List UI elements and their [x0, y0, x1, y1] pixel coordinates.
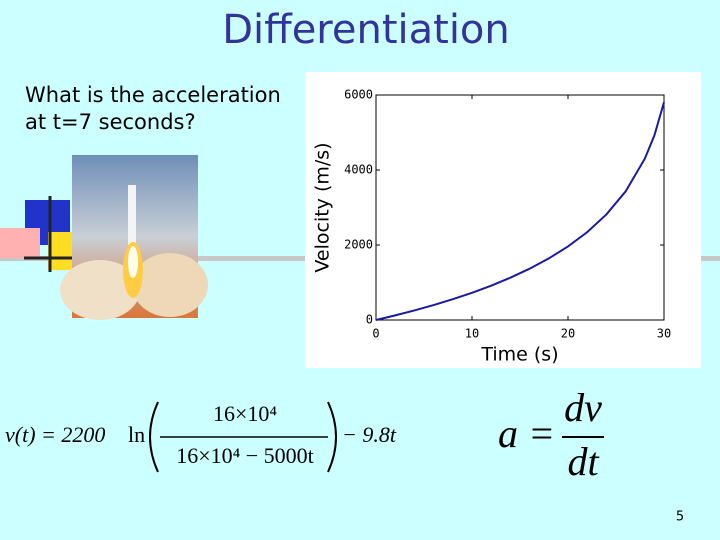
slide-title: Differentiation — [222, 7, 510, 53]
equation-log: ln — [128, 422, 145, 447]
y-tick-label: 6000 — [344, 88, 373, 102]
chart: 0 2000 4000 6000 0 10 20 30 Time (s) Velocity (m/… — [312, 88, 672, 366]
question-box: What is the acceleration at t=7 seconds? — [25, 83, 281, 134]
x-tick-label: 30 — [657, 327, 671, 341]
equation-lhs: v(t) = 2200 — [5, 422, 105, 447]
x-axis-label: Time (s) — [480, 344, 558, 366]
y-tick-label: 2000 — [344, 238, 373, 252]
velocity-equation: v(t) = 2200 ln 16×10⁴ 16×10⁴ − 5000t − 9… — [5, 401, 397, 473]
page-number: 5 — [676, 510, 684, 525]
acceleration-equation: a = dv dt — [498, 385, 604, 484]
y-tick-label: 0 — [366, 313, 373, 327]
deco-square — [48, 232, 74, 270]
paren — [149, 401, 159, 473]
x-tick-label: 0 — [372, 327, 379, 341]
plot-frame — [375, 94, 665, 321]
deco-square — [0, 228, 40, 258]
x-tick-label: 20 — [561, 327, 575, 341]
paren — [327, 401, 337, 473]
equation-denominator: dt — [567, 439, 599, 484]
chart-background — [305, 72, 701, 368]
rocket-photo — [60, 155, 208, 320]
y-tick-label: 4000 — [344, 163, 373, 177]
equation-tail: − 9.8t — [342, 422, 397, 447]
question: What is the acceleration at t=7 seconds? — [25, 83, 281, 134]
equation-lhs: a = — [498, 411, 555, 456]
equation-numerator: 16×10⁴ — [213, 401, 277, 426]
velocity-line — [375, 102, 665, 321]
equation-numerator: dv — [564, 385, 602, 430]
y-axis-label: Velocity (m/s) — [312, 142, 334, 272]
equation-denominator: 16×10⁴ − 5000t — [176, 443, 314, 468]
x-tick-label: 10 — [465, 327, 479, 341]
